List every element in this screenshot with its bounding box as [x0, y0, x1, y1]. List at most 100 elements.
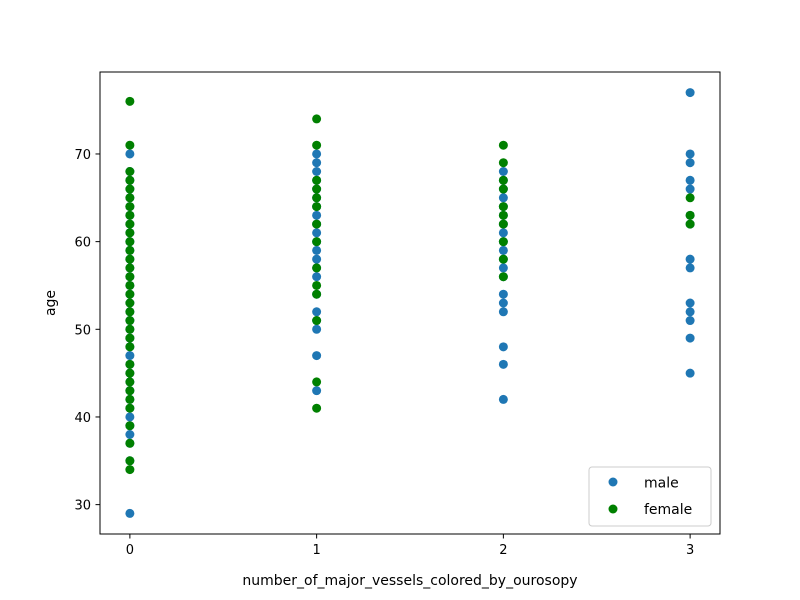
data-point-female [125, 421, 135, 431]
x-tick-label: 1 [312, 543, 320, 558]
y-axis-ticks: 30 40 50 60 70 [74, 148, 100, 514]
data-point-male [125, 429, 135, 439]
data-point-female [498, 184, 508, 194]
data-point-female [312, 114, 322, 124]
y-tick-label: 60 [74, 236, 91, 251]
data-point-female [498, 237, 508, 247]
data-point-male [125, 508, 135, 518]
data-point-female [312, 403, 322, 413]
data-point-female [312, 280, 322, 290]
data-point-female [498, 272, 508, 282]
data-point-female [685, 219, 695, 229]
data-point-male [312, 158, 322, 168]
legend-label-female: female [644, 502, 692, 518]
data-point-male [312, 272, 322, 282]
data-point-female [125, 175, 135, 185]
data-point-female [125, 368, 135, 378]
data-point-male [685, 307, 695, 317]
data-point-male [312, 210, 322, 220]
plot-area-frame [99, 71, 721, 535]
data-point-female [312, 193, 322, 203]
y-tick-label: 70 [74, 148, 91, 163]
x-tick-label: 2 [499, 543, 507, 558]
data-point-male [312, 324, 322, 334]
data-point-female [125, 96, 135, 106]
data-point-male [312, 228, 322, 238]
data-point-female [498, 254, 508, 264]
data-point-female [685, 193, 695, 203]
data-point-female [125, 359, 135, 369]
data-point-female [312, 263, 322, 273]
data-point-female [125, 184, 135, 194]
legend: male female [588, 466, 712, 527]
data-point-male [312, 254, 322, 264]
data-point-female [125, 228, 135, 238]
data-point-female [125, 386, 135, 396]
data-point-female [125, 272, 135, 282]
data-point-male [312, 245, 322, 255]
data-point-male [498, 263, 508, 273]
data-point-female [125, 465, 135, 475]
data-point-male [685, 175, 695, 185]
data-point-male [685, 184, 695, 194]
data-point-female [125, 254, 135, 264]
data-point-male [685, 254, 695, 264]
data-point-male [685, 263, 695, 273]
x-axis-label: number_of_major_vessels_colored_by_ouros… [242, 573, 577, 589]
data-point-female [125, 456, 135, 466]
data-point-male [498, 298, 508, 308]
data-point-female [125, 377, 135, 387]
data-point-female [125, 140, 135, 150]
points-layer [125, 88, 695, 518]
data-point-male [498, 289, 508, 299]
data-point-female [312, 202, 322, 212]
data-point-female [125, 394, 135, 404]
data-point-female [125, 316, 135, 326]
data-point-female [498, 202, 508, 212]
data-point-female [498, 210, 508, 220]
data-point-female [498, 175, 508, 185]
legend-label-male: male [644, 476, 679, 492]
data-point-male [685, 298, 695, 308]
legend-box [588, 466, 712, 527]
data-point-female [498, 140, 508, 150]
data-point-male [125, 149, 135, 159]
data-point-male [125, 351, 135, 361]
data-point-male [498, 394, 508, 404]
data-point-male [312, 351, 322, 361]
data-point-male [498, 228, 508, 238]
data-point-male [312, 307, 322, 317]
data-point-male [125, 412, 135, 422]
data-point-female [312, 316, 322, 326]
data-point-female [125, 289, 135, 299]
data-point-female [498, 219, 508, 229]
data-point-female [125, 167, 135, 177]
data-point-female [498, 158, 508, 168]
data-point-female [685, 210, 695, 220]
y-tick-label: 50 [74, 323, 91, 338]
data-point-female [125, 280, 135, 290]
data-point-female [125, 298, 135, 308]
data-point-male [312, 386, 322, 396]
data-point-female [312, 219, 322, 229]
data-point-male [685, 333, 695, 343]
data-point-male [498, 342, 508, 352]
data-point-female [312, 237, 322, 247]
data-point-female [312, 140, 322, 150]
x-tick-label: 3 [686, 543, 694, 558]
data-point-female [125, 210, 135, 220]
x-axis-ticks: 0 1 2 3 [126, 534, 694, 558]
data-point-female [312, 175, 322, 185]
data-point-female [125, 403, 135, 413]
data-point-male [685, 368, 695, 378]
data-point-female [125, 202, 135, 212]
y-axis-label: age [43, 290, 59, 316]
legend-marker-female [608, 504, 618, 514]
data-point-male [312, 149, 322, 159]
data-point-female [125, 263, 135, 273]
data-point-male [498, 167, 508, 177]
data-point-female [312, 184, 322, 194]
data-point-female [125, 438, 135, 448]
data-point-female [125, 333, 135, 343]
